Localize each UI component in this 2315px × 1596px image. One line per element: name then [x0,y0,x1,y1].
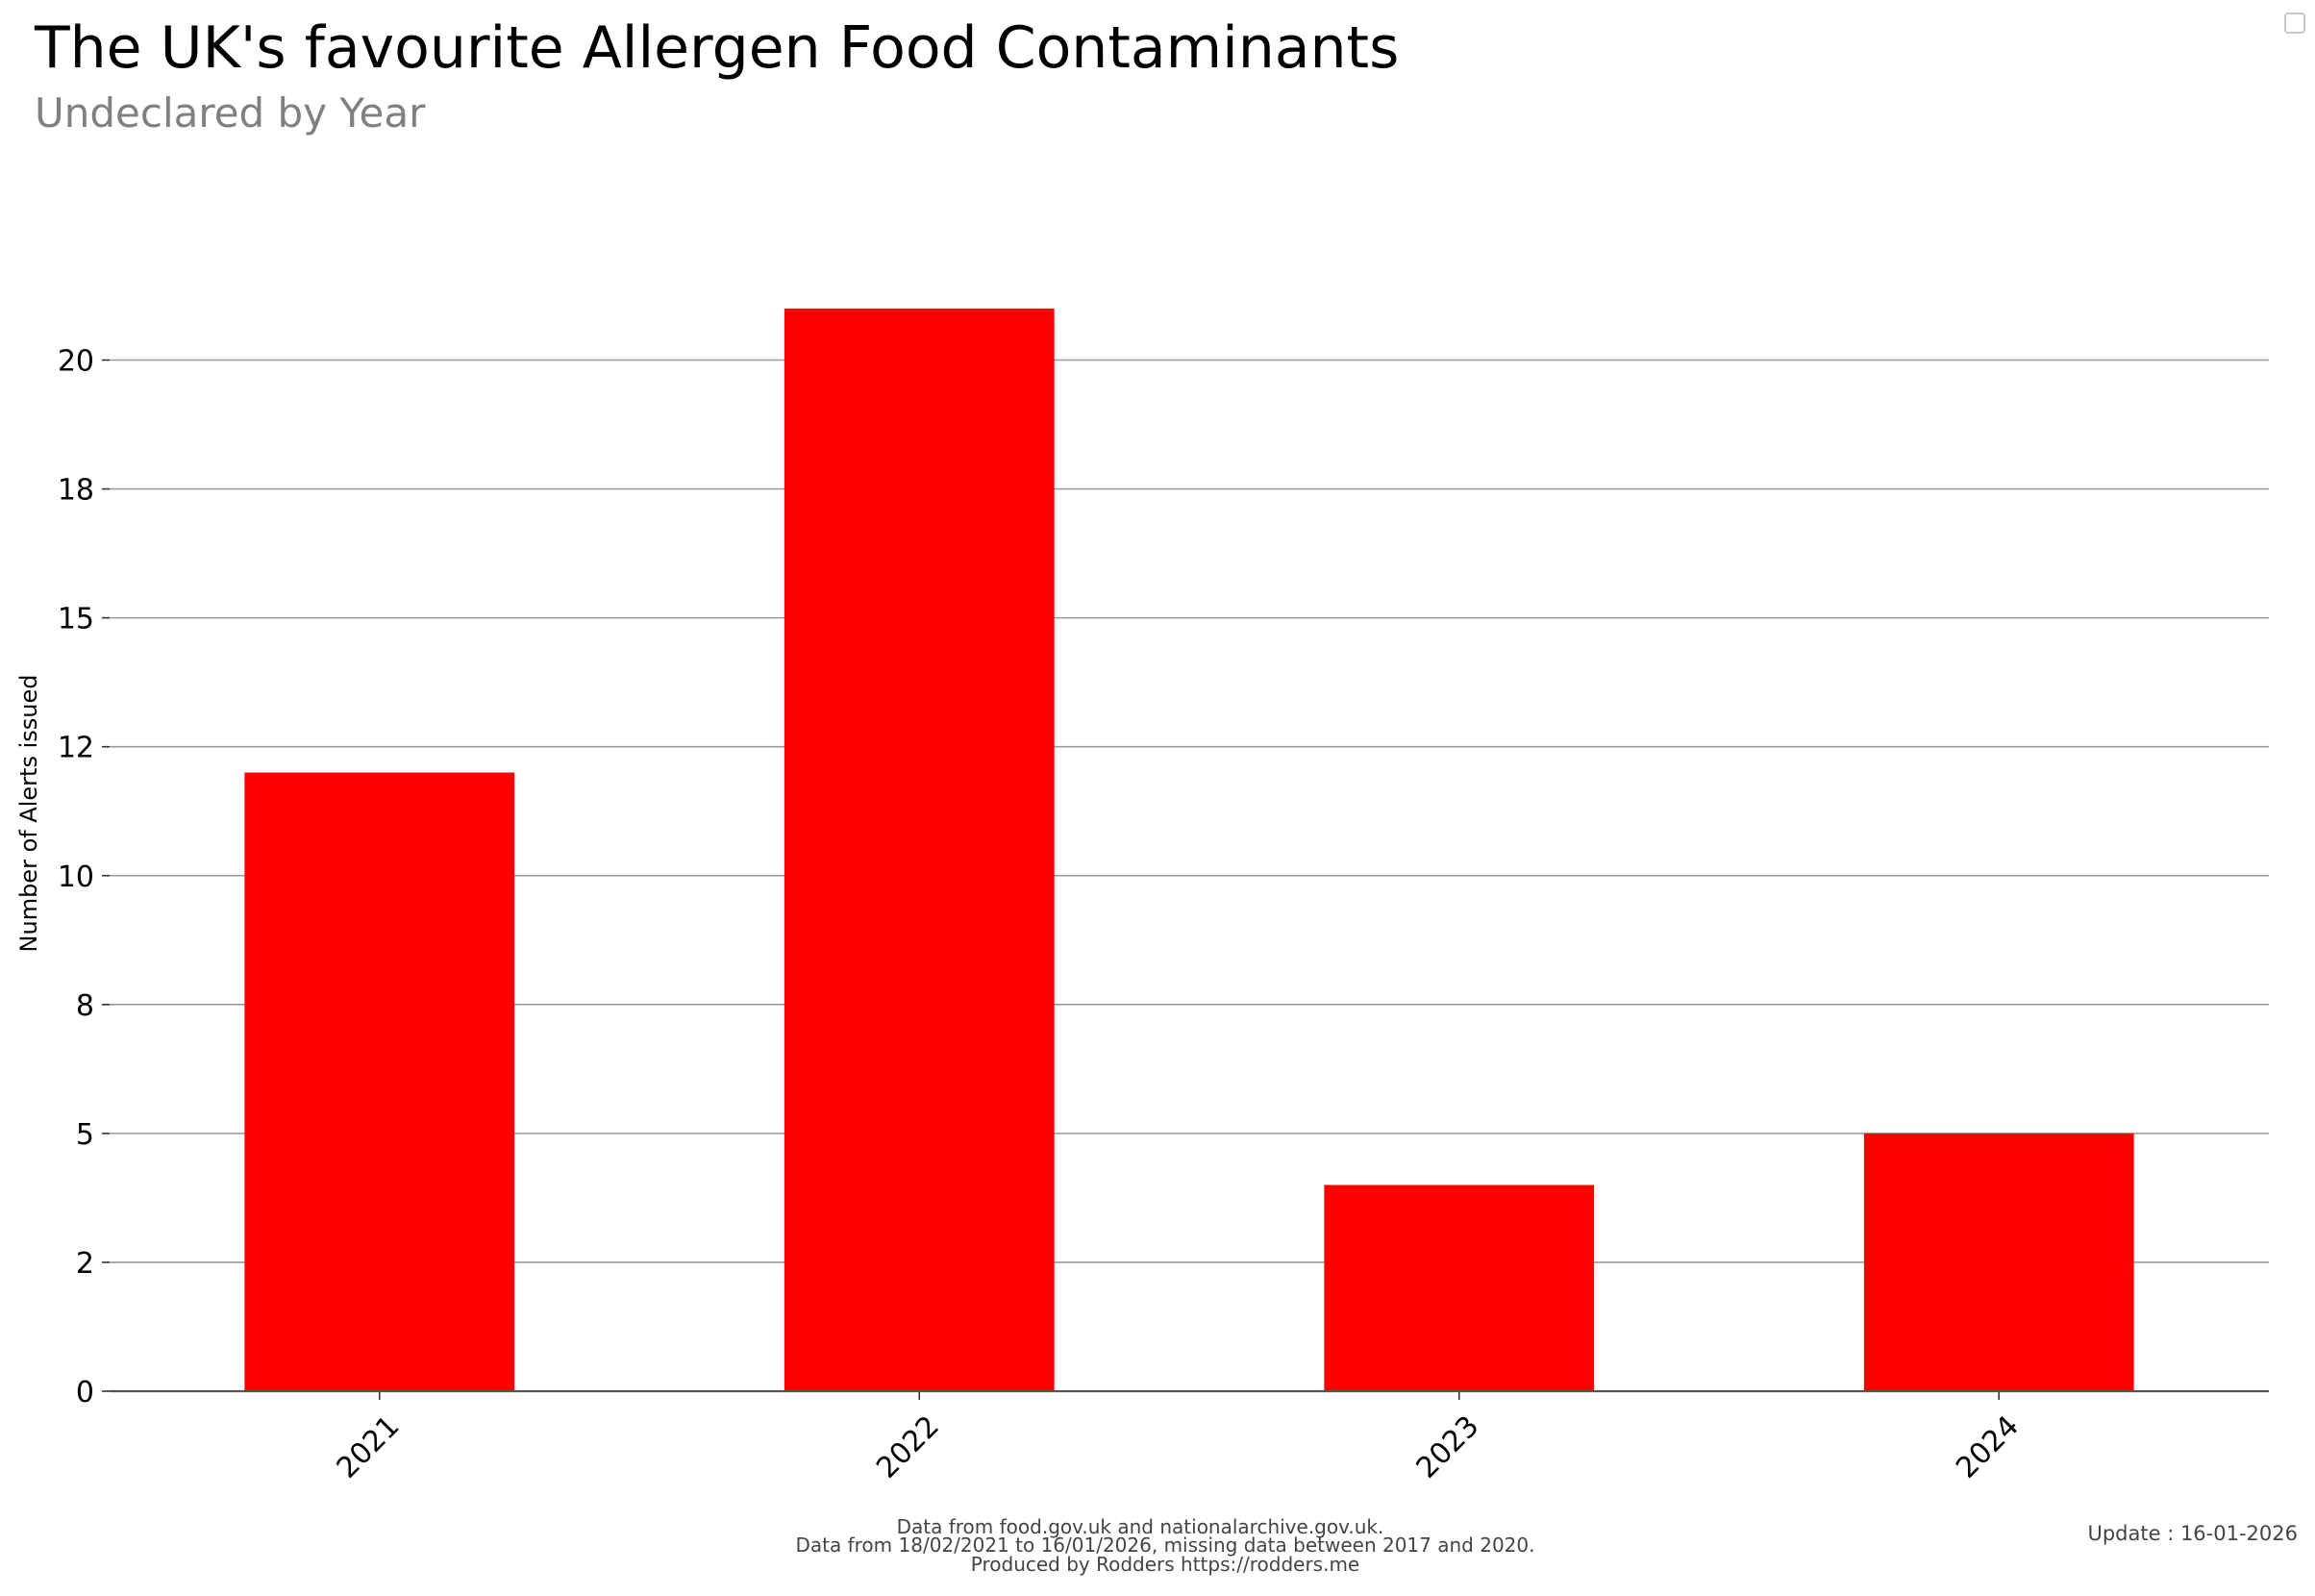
footer-source-line: Data from food.gov.uk and nationalarchiv… [897,1515,1384,1538]
y-tick-label: 2 [76,1247,94,1281]
y-tick-label: 15 [58,603,94,636]
y-tick-label: 20 [58,345,94,379]
chart-title: The UK's favourite Allergen Food Contami… [34,14,1399,82]
y-axis-label: Number of Alerts issued [15,675,42,953]
chart-subtitle: Undeclared by Year [35,89,426,137]
x-tick-label-2024: 2024 [1950,1409,2026,1485]
y-tick-label: 18 [58,474,94,508]
x-tick-label-2022: 2022 [870,1409,946,1485]
update-date: Update : 16-01-2026 [2087,1522,2298,1545]
y-tick-label: 12 [58,732,94,765]
y-tick-label: 10 [58,860,94,894]
legend-checkbox-icon[interactable] [2284,12,2305,34]
y-tick-label: 5 [76,1118,94,1152]
bar-2021[interactable] [244,772,515,1392]
bar-2024[interactable] [1863,1133,2134,1391]
y-tick-label: 8 [76,989,94,1023]
bars [244,308,2134,1392]
bar-2023[interactable] [1324,1185,1595,1392]
x-tick-label-2023: 2023 [1410,1409,1486,1485]
x-tick-label-2021: 2021 [331,1409,407,1485]
footer-range-line: Data from 18/02/2021 to 16/01/2026, miss… [796,1534,1535,1557]
footer-credit-line: Produced by Rodders https://rodders.me [971,1553,1359,1576]
y-tick-label: 0 [76,1376,94,1409]
bar-2022[interactable] [784,308,1055,1391]
